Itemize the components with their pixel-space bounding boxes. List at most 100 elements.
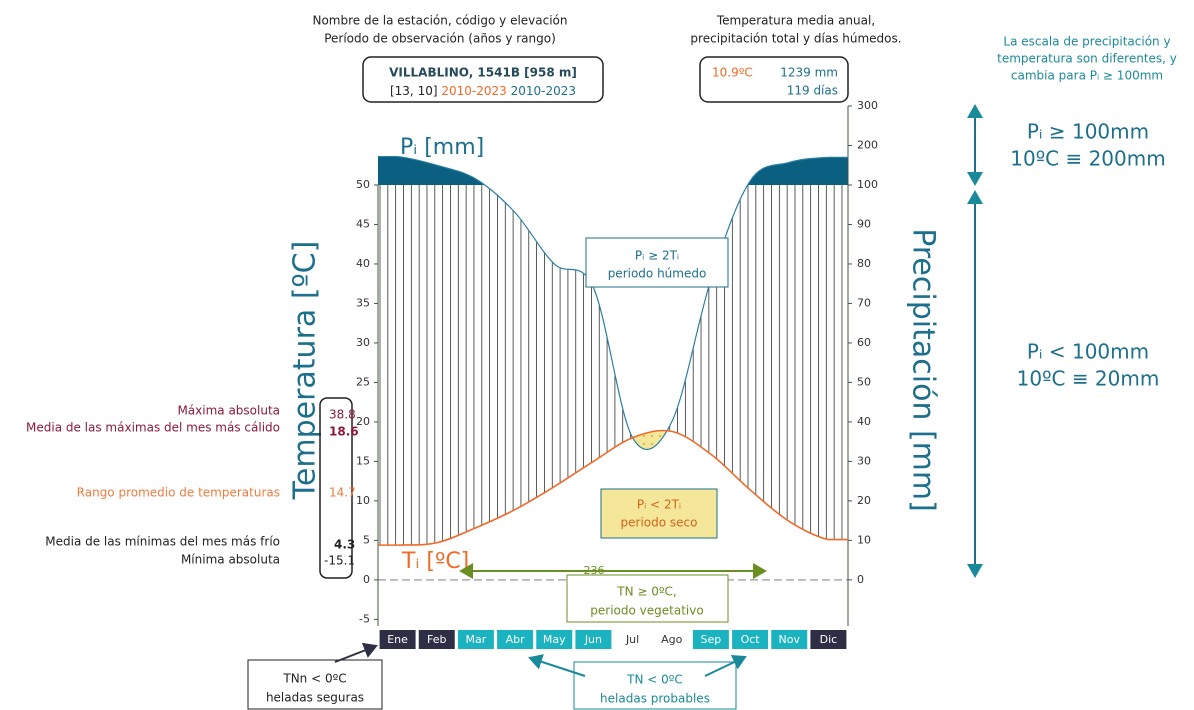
x-tick-label: Mar [466, 633, 487, 646]
scale-label: 10ºC ≡ 200mm [1010, 147, 1165, 171]
dry-box [600, 488, 718, 539]
x-tick-label: Abr [506, 633, 526, 646]
wet-days: 119 días [787, 84, 838, 98]
temp-period: 2010-2023 [441, 84, 506, 98]
scale-label: Pᵢ ≥ 100mm [1027, 120, 1149, 144]
y-tick-label: 0 [363, 573, 370, 586]
stat-value: 4.3 [334, 538, 355, 552]
caption: Período de observación (años y rango) [324, 32, 556, 46]
summary-box [699, 56, 849, 103]
stat-value: 38.8 [329, 408, 356, 422]
veg-label: periodo vegetativo [590, 604, 703, 618]
arrow [528, 654, 586, 677]
sure-frost-box [247, 659, 383, 710]
dry-label: Pᵢ < 2Tᵢ [637, 498, 681, 512]
y2-tick-label: 90 [857, 217, 871, 230]
y-tick-label: 35 [356, 296, 370, 309]
stat-value: 18.6 [329, 425, 359, 439]
probable-frost-label: TN < 0ºC [626, 673, 683, 687]
probable-frost-label: heladas probables [600, 692, 710, 706]
station: VILLABLINO, 1541B [958 m] [389, 66, 577, 80]
veg-box [566, 574, 729, 623]
x-tick-label: Oct [741, 633, 761, 646]
y-tick-label: 45 [356, 217, 370, 230]
stat-value: 14.7 [329, 486, 356, 500]
y2-tick-label: 80 [857, 257, 871, 270]
y2-tick-label: 50 [857, 375, 871, 388]
y-axis-label: Temperatura [ºC] [288, 241, 323, 501]
month-box [810, 630, 847, 649]
caption: Nombre de la estación, código y elevació… [312, 14, 567, 28]
station-box [362, 56, 604, 103]
y2-tick-label: 300 [857, 99, 878, 112]
stat-value: -15.1 [324, 554, 355, 568]
month-box [536, 630, 573, 649]
scale-label: 10ºC ≡ 20mm [1017, 367, 1160, 391]
x-tick-label: Sep [701, 633, 722, 646]
plot: -5 0 5 10 15 20 25 30 35 40 45 50 0 10 20 30 40 50 60 70 80 9… [356, 99, 878, 649]
y-tick-label: 15 [356, 454, 370, 467]
y2-axis-label: Precipitación [mm] [906, 228, 941, 512]
caption: Temperatura media anual, [716, 14, 875, 28]
month-box [771, 630, 808, 649]
y-tick-label: 20 [356, 415, 370, 428]
temp-label: Tᵢ [ºC] [401, 549, 469, 574]
wet-box [585, 237, 729, 288]
stat-label: Mínima absoluta [181, 553, 280, 567]
month-box [614, 630, 651, 649]
years: [13, 10] [390, 84, 438, 98]
annual-temp: 10.9ºC [712, 66, 753, 80]
stat-label: Media de las máximas del mes más cálido [26, 421, 280, 435]
sure-frost-label: TNn < 0ºC [282, 672, 346, 686]
sure-frost-label: heladas seguras [266, 691, 364, 705]
arrow [704, 654, 747, 677]
stat-label: Rango promedio de temperaturas [77, 486, 280, 500]
veg-label: TN ≥ 0ºC, [616, 585, 676, 599]
y-tick-label: 50 [356, 178, 370, 191]
probable-frost-box [573, 661, 737, 710]
month-box [732, 630, 769, 649]
dry-label: periodo seco [621, 516, 698, 530]
y2-tick-label: 100 [857, 178, 878, 191]
x-tick-label: Dic [820, 633, 838, 646]
y2-tick-label: 10 [857, 533, 871, 546]
month-box [692, 630, 729, 649]
y2-tick-label: 30 [857, 454, 871, 467]
arrow [334, 642, 378, 663]
caption: precipitación total y días húmedos. [690, 32, 901, 46]
periods: [13, 10] 2010-2023 2010-2023 [390, 84, 576, 98]
note: cambia para Pᵢ ≥ 100mm [1011, 69, 1163, 83]
x-tick-label: Feb [427, 633, 446, 646]
wet-label: Pᵢ ≥ 2Tᵢ [635, 249, 679, 263]
annual-precip: 1239 mm [780, 66, 838, 80]
y2-tick-label: 60 [857, 336, 871, 349]
y-tick-label: 10 [356, 494, 370, 507]
temperature-line [397, 429, 829, 546]
precip-period: 2010-2023 [511, 84, 576, 98]
x-tick-label: Jun [584, 633, 602, 646]
y2-tick-label: 0 [857, 573, 864, 586]
month-box [379, 630, 416, 649]
x-tick-label: Jul [625, 633, 639, 646]
scale-label: Pᵢ < 100mm [1027, 340, 1149, 364]
stats-box [319, 397, 353, 579]
y-tick-label: 30 [356, 336, 370, 349]
x-tick-label: Nov [779, 633, 801, 646]
note: La escala de precipitación y [1003, 35, 1170, 49]
month-box [575, 630, 612, 649]
y2-tick-label: 40 [857, 415, 871, 428]
month-box [653, 630, 690, 649]
note: temperatura son diferentes, y [997, 52, 1177, 66]
y2-tick-label: 70 [857, 296, 871, 309]
precip-label: Pᵢ [mm] [400, 135, 484, 160]
y2-tick-label: 20 [857, 494, 871, 507]
month-box [497, 630, 534, 649]
x-tick-label: May [543, 633, 566, 646]
month-box [457, 630, 494, 649]
curve-extension [378, 538, 848, 546]
y-tick-label: 5 [363, 533, 370, 546]
curve-extension [378, 155, 848, 158]
x-tick-label: Ago [661, 633, 683, 646]
wet-high-area [378, 156, 848, 185]
